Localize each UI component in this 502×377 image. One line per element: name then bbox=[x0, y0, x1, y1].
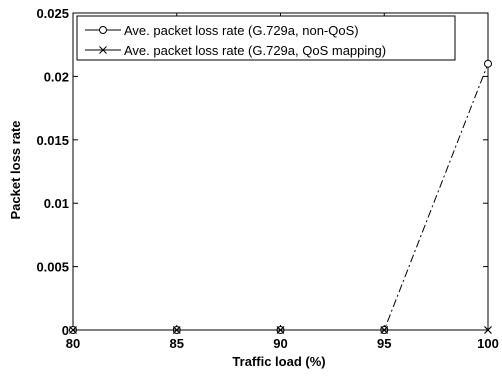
x-tick-label: 80 bbox=[66, 336, 80, 351]
data-point-x bbox=[484, 326, 492, 334]
x-tick-label: 85 bbox=[170, 336, 184, 351]
data-point-x bbox=[69, 326, 77, 334]
data-point-x bbox=[276, 326, 285, 334]
data-point-circle bbox=[484, 59, 492, 68]
y-tick-label: 0.005 bbox=[36, 260, 69, 275]
legend-box bbox=[76, 15, 456, 61]
y-axis-label: Packet loss rate bbox=[8, 120, 23, 219]
legend: Ave. packet loss rate (G.729a, non-QoS) A… bbox=[76, 15, 456, 61]
y-tick-label: 0.01 bbox=[44, 196, 69, 211]
y-tick-label: 0.02 bbox=[44, 69, 69, 84]
data-point-x bbox=[380, 326, 389, 334]
legend-marker-x bbox=[99, 46, 107, 54]
x-tick-label: 100 bbox=[477, 336, 499, 351]
plot-frame bbox=[72, 12, 489, 331]
series-line-1 bbox=[73, 63, 489, 331]
x-axis-label: Traffic load (%) bbox=[232, 354, 325, 369]
legend-label: Ave. packet loss rate (G.729a, QoS mappi… bbox=[124, 43, 386, 58]
legend-label: Ave. packet loss rate (G.729a, non-QoS) bbox=[124, 23, 359, 38]
data-point-x bbox=[172, 326, 181, 334]
x-tick-label: 90 bbox=[273, 336, 287, 351]
y-tick-label: 0 bbox=[62, 323, 69, 338]
y-tick-label: 0.015 bbox=[36, 133, 69, 148]
y-tick-label: 0.025 bbox=[36, 6, 69, 21]
legend-marker-circle bbox=[99, 26, 107, 34]
x-tick-label: 95 bbox=[377, 336, 391, 351]
series-layer bbox=[69, 59, 492, 334]
